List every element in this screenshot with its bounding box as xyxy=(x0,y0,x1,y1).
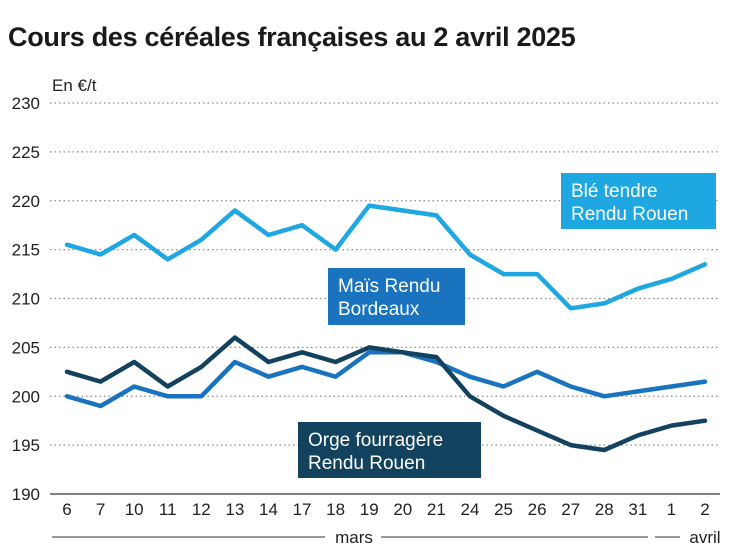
y-axis-unit-label: En €/t xyxy=(52,76,97,95)
x-tick-label: 6 xyxy=(62,500,71,519)
series-line-mais xyxy=(64,350,708,409)
x-axis: 6 7 10 11 12 13 14 17 18 19 20 21 24 25 26 27 28 31 1 2mars… xyxy=(52,500,721,547)
y-tick-label: 200 xyxy=(12,387,40,406)
y-tick-label: 205 xyxy=(12,338,40,357)
series-label-text: Maïs Rendu xyxy=(338,276,440,297)
series-lines xyxy=(64,203,708,453)
y-tick-label: 220 xyxy=(12,192,40,211)
x-tick-label: 13 xyxy=(225,500,244,519)
y-tick-label: 190 xyxy=(12,485,40,504)
x-tick-label: 19 xyxy=(360,500,379,519)
chart-title: Cours des céréales françaises au 2 avril… xyxy=(8,22,576,52)
month-label-mars: mars xyxy=(335,528,373,547)
x-tick-label: 17 xyxy=(293,500,312,519)
y-tick-label: 210 xyxy=(12,290,40,309)
y-axis: En €/t 190 195 200 205 210 215 220 225 230 xyxy=(12,76,97,504)
series-label-text: Rendu Rouen xyxy=(308,453,425,474)
month-label-avril: avril xyxy=(689,528,720,547)
series-label-text: Bordeaux xyxy=(338,299,420,320)
series-label-box xyxy=(298,422,481,478)
x-tick-label: 18 xyxy=(326,500,345,519)
series-line-ble-tendre xyxy=(64,203,708,311)
series-label-text: Rendu Rouen xyxy=(571,204,688,225)
x-tick-label: 12 xyxy=(192,500,211,519)
y-tick-label: 195 xyxy=(12,436,40,455)
x-tick-label: 11 xyxy=(159,500,177,519)
x-tick-label: 20 xyxy=(393,500,412,519)
x-tick-label: 28 xyxy=(595,500,614,519)
x-tick-label: 7 xyxy=(96,500,105,519)
series-label-text: Blé tendre xyxy=(571,181,658,202)
x-tick-label: 10 xyxy=(125,500,144,519)
y-tick-label: 230 xyxy=(12,94,40,113)
x-tick-label: 31 xyxy=(628,500,647,519)
y-tick-label: 215 xyxy=(12,241,40,260)
y-tick-label: 225 xyxy=(12,143,40,162)
x-tick-label: 25 xyxy=(494,500,513,519)
series-label-text: Orge fourragère xyxy=(308,430,443,451)
x-tick-label: 21 xyxy=(427,500,446,519)
x-tick-label: 14 xyxy=(259,500,278,519)
series-label-box xyxy=(561,173,716,229)
x-tick-label: 27 xyxy=(561,500,580,519)
series-line-orge xyxy=(64,335,708,453)
x-tick-label: 2 xyxy=(700,500,709,519)
x-tick-label: 26 xyxy=(528,500,547,519)
series-label-box xyxy=(328,268,465,325)
x-tick-label: 1 xyxy=(667,500,676,519)
x-tick-label: 24 xyxy=(460,500,479,519)
